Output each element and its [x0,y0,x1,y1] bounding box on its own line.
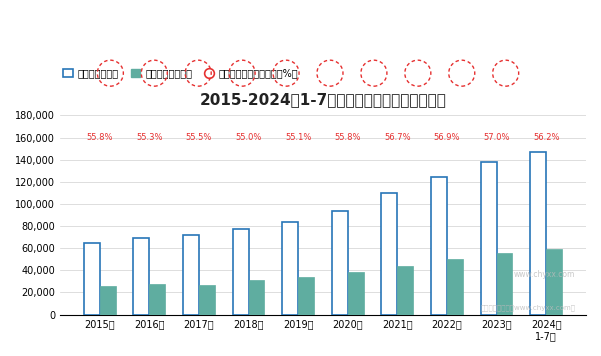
Bar [298,277,314,315]
Text: 55.8%: 55.8% [87,133,113,142]
Bar [431,177,447,315]
Bar [183,235,199,315]
Legend: 总资产（亿元）, 流动资产（亿元）, 流动资产占总资产比率（%）: 总资产（亿元）, 流动资产（亿元）, 流动资产占总资产比率（%） [59,64,302,82]
Title: 2015-2024年1-7月浙江省工业企业资产统计图: 2015-2024年1-7月浙江省工业企业资产统计图 [200,92,447,107]
Bar [348,272,364,315]
Bar [546,249,562,315]
Bar [248,280,264,315]
Text: 56.7%: 56.7% [384,133,410,142]
Bar [100,286,115,315]
Text: 57.0%: 57.0% [483,133,510,142]
Bar [481,162,496,315]
Bar [199,285,215,315]
Bar [496,252,513,315]
Bar [382,193,397,315]
Bar [397,266,413,315]
Text: 55.5%: 55.5% [186,133,212,142]
Bar [530,152,546,315]
Bar [133,238,149,315]
Bar [332,210,348,315]
Text: 55.8%: 55.8% [335,133,361,142]
Bar [447,259,463,315]
Text: 55.3%: 55.3% [136,133,162,142]
Text: 55.1%: 55.1% [285,133,311,142]
Text: 制图：智研咋询（www.chyxx.com）: 制图：智研咋询（www.chyxx.com） [480,304,576,310]
Text: 55.0%: 55.0% [236,133,261,142]
Bar [282,221,298,315]
Bar [84,243,100,315]
Bar [149,284,165,315]
Text: 56.2%: 56.2% [533,133,560,142]
Bar [233,229,248,315]
Text: 56.9%: 56.9% [434,133,460,142]
Text: www.chyxx.com: www.chyxx.com [514,270,576,279]
